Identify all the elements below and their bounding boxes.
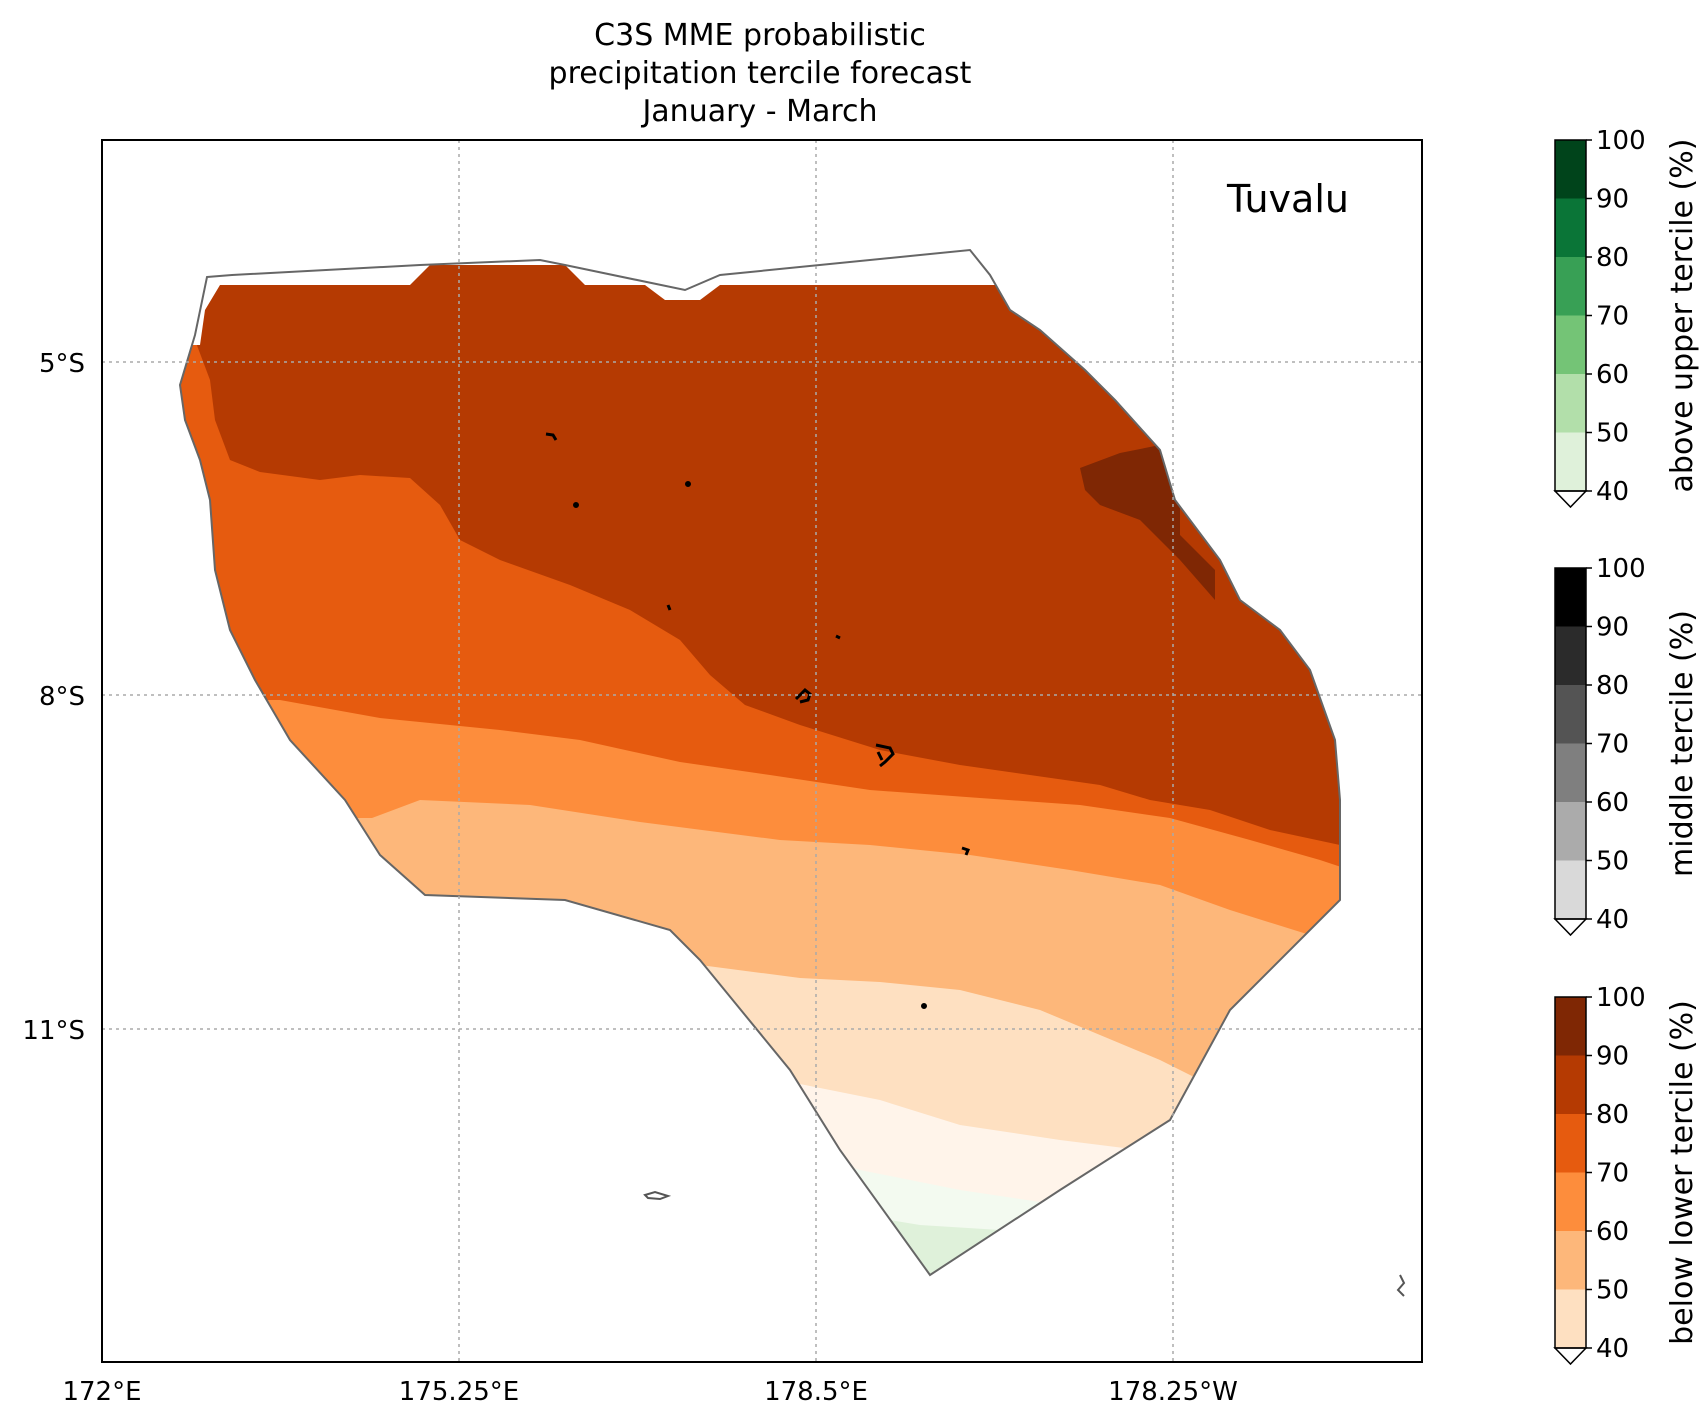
colorbar-tick-label: 70 (1596, 1159, 1629, 1189)
colorbar-segment (1555, 1289, 1586, 1349)
island-atolls (545, 432, 1406, 1297)
island-funafuti (875, 743, 895, 768)
island-niutao (685, 481, 691, 487)
gridlines (102, 140, 1422, 1362)
colorbar-tick-label: 70 (1596, 730, 1629, 760)
colorbar-extend-triangle (1553, 1347, 1588, 1366)
colorbar-segment (1555, 626, 1586, 686)
x-tick-label: 178.5°E (764, 1377, 868, 1407)
island-niulakita (921, 1003, 927, 1009)
island-rotuma (643, 1190, 672, 1201)
map-frame (101, 139, 1423, 1363)
colorbar-tick-label: 90 (1596, 613, 1629, 643)
colorbar: 100 90 80 70 60 50 40 below lower tercile (%) (1553, 983, 1700, 1366)
colorbar-tick-label: 80 (1596, 1100, 1629, 1130)
colorbar-tick-label: 40 (1596, 477, 1629, 507)
colorbar-tick-label: 50 (1596, 419, 1629, 449)
colorbar-tick-label: 80 (1596, 671, 1629, 701)
island-wallis (1396, 1274, 1406, 1297)
colorbar-tick-label: 100 (1596, 983, 1646, 1013)
colorbar-tick-label: 40 (1596, 1334, 1629, 1364)
x-tick-label: 172°E (62, 1377, 141, 1407)
colorbar-tick-label: 40 (1596, 905, 1629, 935)
colorbar-segment (1555, 1114, 1586, 1173)
colorbar-segment (1555, 997, 1586, 1056)
title-line-1: C3S MME probabilistic (594, 18, 926, 53)
colorbar-label: middle tercile (%) (1665, 610, 1700, 877)
colorbar-tick-label: 90 (1596, 185, 1629, 215)
island-nanumanga (573, 502, 579, 508)
x-tick-label: 175.25°E (399, 1377, 519, 1407)
zone-below-90-100 (1080, 445, 1215, 600)
colorbar-tick-label: 50 (1596, 1276, 1629, 1306)
colorbar-extend-triangle (1553, 918, 1588, 937)
colorbar-tick-label: 70 (1596, 302, 1629, 332)
colorbar-segment (1555, 374, 1586, 433)
y-tick-label: 5°S (39, 349, 85, 379)
colorbar-label: below lower tercile (%) (1665, 1000, 1700, 1345)
eez-outline (178, 248, 1341, 1277)
colorbar-segment (1555, 685, 1586, 744)
colorbar: 100 90 80 70 60 50 40 middle tercile (%) (1553, 554, 1700, 937)
colorbar-tick-label: 80 (1596, 243, 1629, 273)
colorbar-label: above upper tercile (%) (1665, 139, 1700, 493)
colorbar-segment (1555, 1172, 1586, 1232)
colorbar: 100 90 80 70 60 50 40 above upper tercile (%) (1553, 126, 1700, 509)
colorbar-segment (1555, 198, 1586, 258)
colorbar-segment (1555, 802, 1586, 861)
colorbar-tick-label: 60 (1596, 360, 1629, 390)
colorbar-tick-label: 50 (1596, 847, 1629, 877)
x-tick-label: 178.25°W (1108, 1377, 1238, 1407)
colorbar-tick-label: 90 (1596, 1042, 1629, 1072)
island-nukulaelae (961, 846, 970, 856)
title-line-2: precipitation tercile forecast (549, 56, 972, 91)
colorbar-tick-label: 100 (1596, 126, 1646, 156)
colorbar-segment (1555, 1055, 1586, 1115)
colorbar-segment (1555, 432, 1586, 492)
island-nui (666, 604, 672, 611)
island-nanumea (545, 432, 558, 441)
colorbar-segment (1555, 568, 1586, 627)
colorbar-segment (1555, 257, 1586, 316)
map-panel: Tuvalu 172°E 175.25°E 178.5°E 178.25°W 5… (22, 139, 1423, 1407)
region-label: Tuvalu (1226, 177, 1349, 221)
colorbar-segment (1555, 860, 1586, 920)
colorbar-tick-label: 100 (1596, 554, 1646, 584)
title-line-3: January - March (640, 94, 877, 129)
y-tick-label: 8°S (39, 682, 85, 712)
y-tick-label: 11°S (22, 1016, 85, 1046)
colorbar-segment (1555, 140, 1586, 199)
colorbar-extend-triangle (1553, 490, 1588, 509)
island-nukufetau (794, 687, 812, 704)
colorbar-segment (1555, 743, 1586, 803)
colorbar-segment (1555, 1231, 1586, 1290)
colorbar-tick-label: 60 (1596, 788, 1629, 818)
colorbar-segment (1555, 315, 1586, 375)
island-vaitupu (835, 634, 841, 640)
colorbar-tick-label: 60 (1596, 1217, 1629, 1247)
